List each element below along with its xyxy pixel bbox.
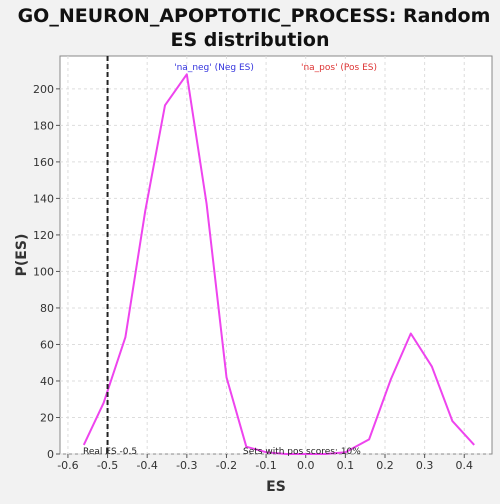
x-tick-label: -0.2 — [216, 459, 237, 472]
y-tick-label: 40 — [40, 375, 54, 388]
x-tick-label: 0.0 — [297, 459, 315, 472]
chart-title-line-1: GO_NEURON_APOPTOTIC_PROCESS: Random — [18, 5, 491, 27]
legend-pos-label: 'na_pos' (Pos ES) — [301, 63, 377, 73]
series-line — [82, 73, 475, 455]
plot-area — [59, 55, 493, 455]
x-tick-label: -0.5 — [97, 459, 118, 472]
pos-scores-annotation: Sets with pos scores: 10% — [243, 447, 361, 457]
y-tick-label: 20 — [40, 411, 54, 424]
y-tick-label: 140 — [33, 192, 54, 205]
x-tick-label: -0.6 — [57, 459, 78, 472]
real-es-annotation: Real ES -0.5 — [83, 447, 137, 457]
series-layer — [82, 73, 475, 455]
x-axis-label: ES — [266, 479, 286, 495]
legend-neg-label: 'na_neg' (Neg ES) — [174, 63, 254, 73]
axes: -0.6 -0.5 -0.4 -0.3 -0.2 -0.1 0.0 0.1 0.2 0.3 0.4 0… — [33, 83, 473, 472]
y-tick-label: 120 — [33, 229, 54, 242]
y-tick-label: 160 — [33, 156, 54, 169]
x-tick-label: -0.3 — [176, 459, 197, 472]
x-tick-label: -0.1 — [255, 459, 276, 472]
x-tick-label: -0.4 — [136, 459, 157, 472]
y-tick-label: 60 — [40, 338, 54, 351]
y-tick-label: 80 — [40, 302, 54, 315]
x-tick-label: 0.4 — [456, 459, 474, 472]
y-tick-label: 180 — [33, 119, 54, 132]
y-tick-label: 200 — [33, 83, 54, 96]
y-tick-label: 0 — [47, 448, 54, 461]
x-tick-label: 0.1 — [337, 459, 355, 472]
chart-title-line-2: ES distribution — [171, 29, 330, 51]
y-tick-label: 100 — [33, 265, 54, 278]
y-axis-label: P(ES) — [14, 234, 30, 277]
x-tick-label: 0.3 — [416, 459, 434, 472]
x-tick-label: 0.2 — [376, 459, 394, 472]
grid-lines — [60, 56, 492, 455]
